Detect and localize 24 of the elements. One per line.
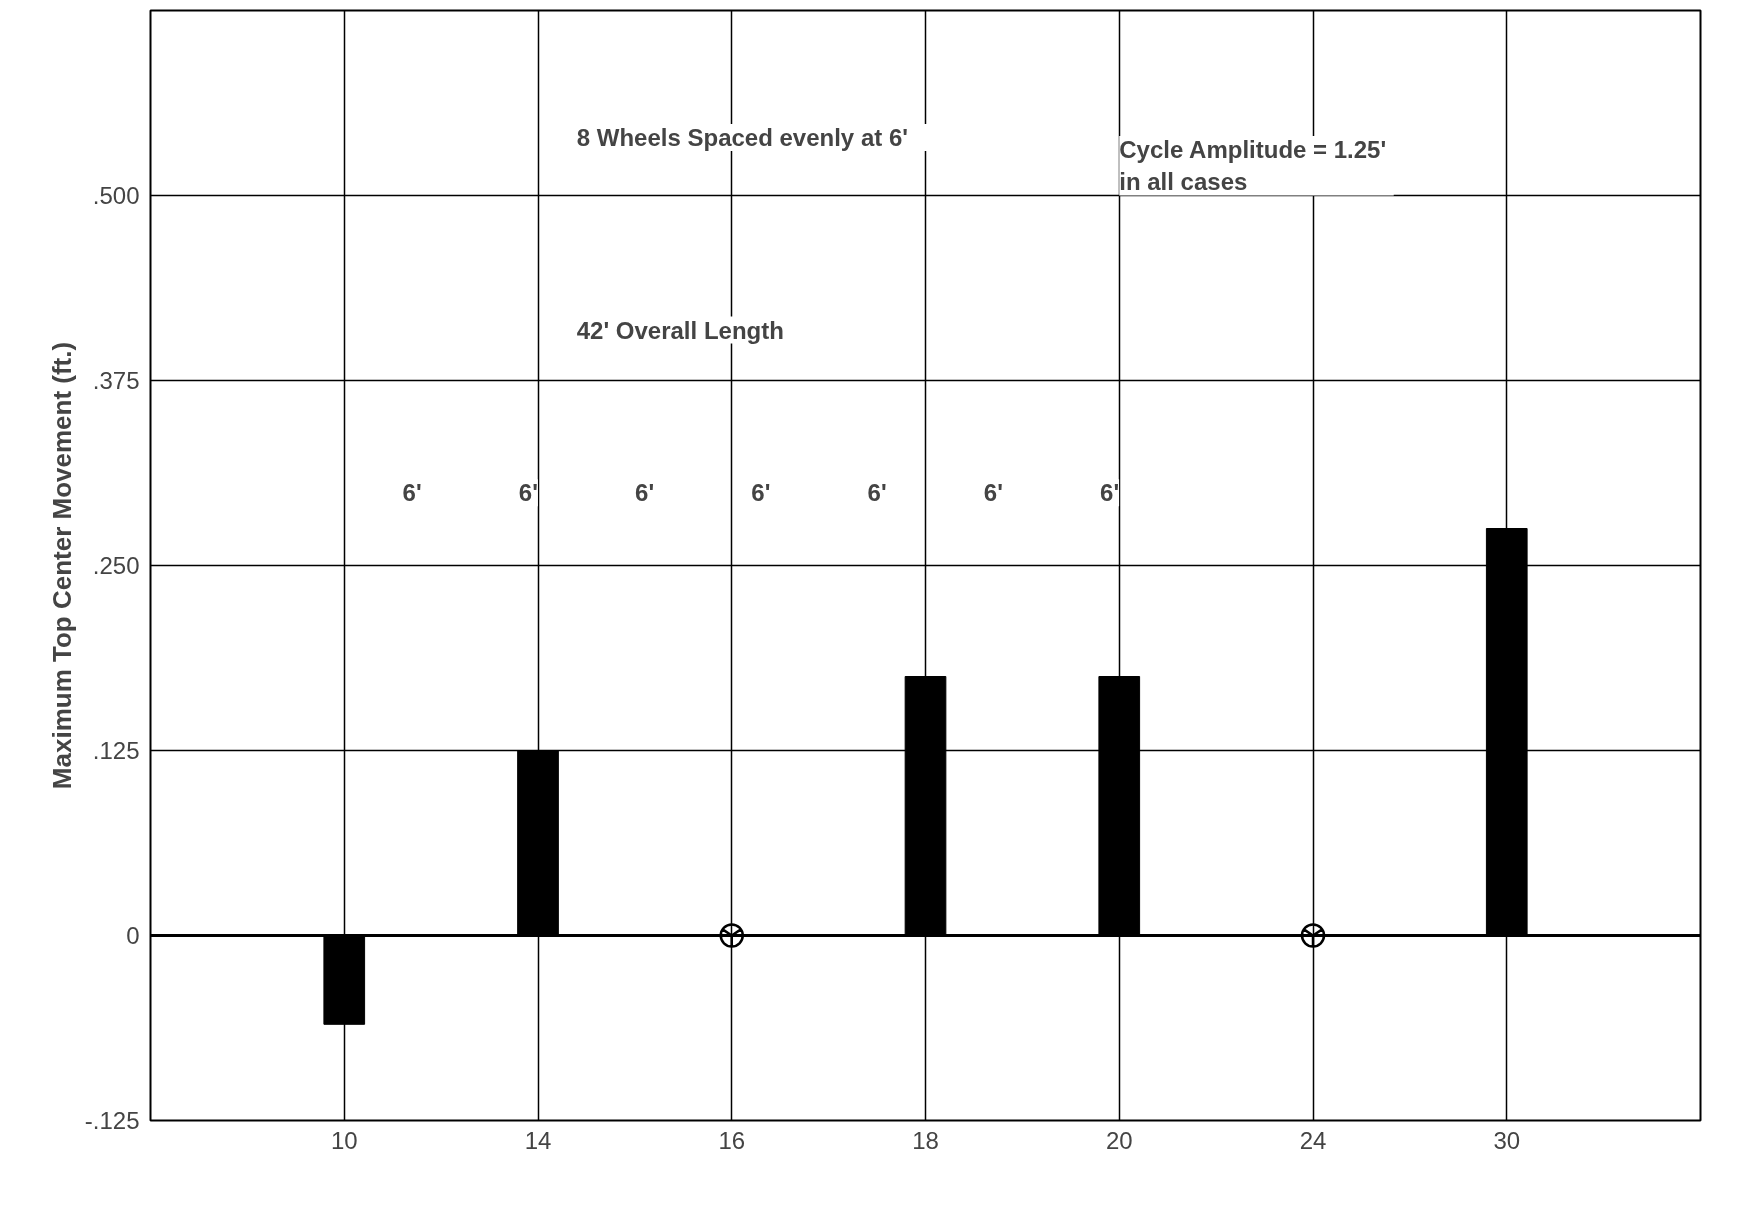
- y-axis-title: Maximum Top Center Movement (ft.): [46, 341, 77, 790]
- x-tick-label: 14: [524, 1126, 552, 1154]
- annotation: 6': [1100, 479, 1120, 507]
- x-tick-label: 24: [1299, 1126, 1327, 1154]
- annotation: 6': [635, 479, 655, 507]
- x-tick-label: 20: [1105, 1126, 1133, 1154]
- annotation: Cycle Amplitude = 1.25' in all cases: [1119, 136, 1387, 196]
- annotation: 6': [751, 479, 771, 507]
- annotation: 42' Overall Length: [576, 316, 784, 344]
- annotation: 8 Wheels Spaced evenly at 6': [576, 124, 908, 152]
- y-tick-label: .125: [92, 737, 140, 764]
- annotation: 6': [402, 479, 422, 507]
- y-tick-label: 0: [126, 922, 140, 949]
- x-tick-label: 10: [330, 1126, 358, 1154]
- annotation: 6': [983, 479, 1003, 507]
- x-tick-label: 18: [912, 1126, 939, 1154]
- y-tick-label: .500: [92, 182, 140, 209]
- x-tick-label: 30: [1493, 1126, 1521, 1154]
- y-tick-label: .375: [92, 367, 140, 394]
- annotation: 6': [867, 479, 887, 507]
- y-tick-label: -.125: [84, 1107, 140, 1134]
- annotation: 6': [518, 479, 538, 507]
- x-tick-label: 16: [718, 1126, 746, 1154]
- y-tick-label: .250: [92, 552, 140, 579]
